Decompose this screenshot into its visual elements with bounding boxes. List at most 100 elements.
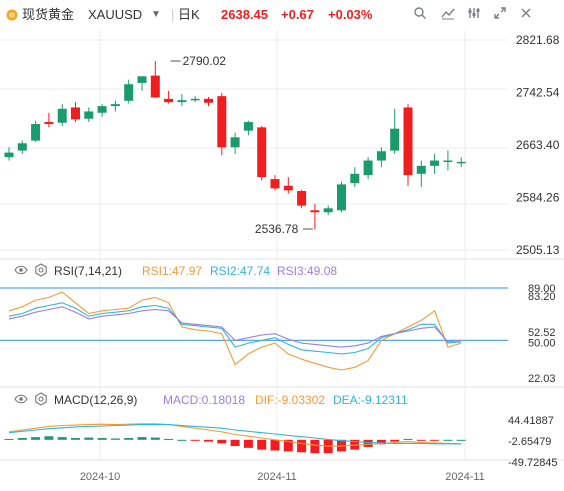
- close-icon[interactable]: [516, 6, 536, 24]
- candle-body-27: [363, 160, 373, 176]
- rsi-panel-header: RSI(7,14,21) RSI1:47.97 RSI2:47.74 RSI3:…: [14, 263, 337, 278]
- candle-body-30: [403, 107, 413, 176]
- candle-body-24: [323, 208, 333, 213]
- rsi3-line: [8, 306, 462, 348]
- candle-body-28: [376, 151, 386, 161]
- price-tick-4: 2505.13: [516, 243, 560, 257]
- candle-body-32: [430, 160, 440, 166]
- search-icon[interactable]: [410, 6, 430, 24]
- price-tick-3: 2584.26: [516, 191, 560, 205]
- macd-eye-icon[interactable]: [14, 394, 28, 404]
- macd-tick-2: -49.72845: [508, 457, 558, 469]
- macd-bar-28: [376, 439, 386, 445]
- annotation-low: 2536.78: [255, 222, 299, 236]
- macd-bar-0: [4, 438, 14, 440]
- annotation-high: 2790.02: [183, 54, 227, 68]
- separator: |: [171, 7, 175, 22]
- expand-icon[interactable]: [490, 6, 510, 24]
- time-tick-1: 2024-11: [257, 471, 297, 483]
- candle-body-8: [110, 104, 120, 107]
- candle-body-0: [4, 152, 14, 158]
- chart-header: 现货黄金 XAUUSD ▼ | 日K 2638.45 +0.67 +0.03%: [0, 0, 564, 30]
- macd-bar-5: [71, 438, 80, 440]
- candle-body-5: [71, 107, 80, 120]
- macd-bar-15: [204, 439, 213, 442]
- dea-value: DEA:-9.12311: [333, 393, 408, 407]
- candle-body-17: [230, 137, 240, 148]
- time-tick-0: 2024-10: [80, 471, 120, 483]
- period-selector[interactable]: 日K: [178, 7, 200, 22]
- macd-bar-14: [190, 439, 200, 441]
- macd-bar-27: [363, 439, 373, 447]
- macd-bar-10: [137, 437, 147, 440]
- price-change: +0.67: [281, 7, 314, 22]
- candle-body-11: [150, 75, 160, 98]
- macd-bar-12: [164, 438, 174, 440]
- candle-body-18: [243, 122, 253, 131]
- candle-body-23: [310, 210, 320, 213]
- macd-bar-34: [456, 439, 466, 441]
- time-axis: 2024-10 2024-11 2024-11: [80, 471, 485, 483]
- macd-bar-8: [110, 438, 120, 440]
- candle-body-22: [297, 191, 307, 206]
- candle-body-3: [44, 122, 54, 125]
- macd-tick-1: -2.65479: [508, 436, 551, 448]
- macd-bar-23: [310, 439, 320, 454]
- rsi-tick-4: 22.03: [528, 373, 556, 385]
- price-axis: 2821.68 2742.54 2663.40 2584.26 2505.13: [516, 33, 560, 257]
- macd-bar-30: [403, 438, 413, 440]
- macd-bar-19: [257, 439, 267, 450]
- macd-bar-13: [177, 439, 187, 441]
- macd-settings-icon[interactable]: [35, 392, 47, 406]
- macd-panel-header: MACD(12,26,9) MACD:0.18018 DIF:-9.03302 …: [14, 392, 408, 407]
- rsi-tick-2: 52.52: [528, 327, 556, 339]
- candle-body-29: [390, 128, 400, 151]
- macd-bar-1: [17, 438, 27, 440]
- candle-body-10: [137, 76, 147, 83]
- grid: [0, 30, 564, 461]
- macd-bar-32: [430, 439, 440, 441]
- rsi-tick-3: 50.00: [528, 337, 556, 349]
- candle-body-1: [17, 143, 27, 151]
- rsi-tick-0: 89.00: [528, 283, 556, 295]
- settings-icon[interactable]: [464, 6, 484, 24]
- rsi-settings-icon[interactable]: [35, 263, 47, 277]
- annotations: 2790.02 2536.78: [170, 54, 313, 236]
- gold-logo-icon: [6, 9, 18, 21]
- macd-bar-11: [150, 437, 160, 440]
- instrument-symbol[interactable]: XAUUSD: [88, 7, 143, 22]
- macd-bar-7: [97, 438, 107, 440]
- price-change-pct: +0.03%: [328, 7, 373, 22]
- macd-bar-17: [230, 439, 240, 447]
- rsi2-line: [8, 302, 462, 355]
- instrument-name: 现货黄金: [22, 7, 75, 22]
- rsi1-line: [8, 291, 462, 371]
- candle-body-13: [177, 100, 187, 103]
- macd-label: MACD(12,26,9): [54, 393, 137, 407]
- rsi1-value: RSI1:47.97: [142, 264, 202, 278]
- macd-bar-33: [443, 439, 453, 441]
- candle-body-25: [337, 184, 346, 211]
- price-tick-2: 2663.40: [516, 138, 560, 152]
- indicator-icon[interactable]: [438, 6, 458, 24]
- price-tick-0: 2821.68: [516, 33, 560, 47]
- macd-bar-18: [243, 439, 253, 448]
- macd-bar-20: [270, 439, 280, 451]
- rsi-eye-icon[interactable]: [14, 265, 28, 275]
- time-tick-2: 2024-11: [445, 471, 485, 483]
- candle-body-12: [164, 98, 174, 103]
- macd-tick-0: 44.41887: [508, 415, 554, 427]
- last-price: 2638.45: [221, 7, 268, 22]
- macd-bar-16: [217, 439, 227, 444]
- candle-body-14: [190, 98, 200, 101]
- chevron-down-icon[interactable]: ▼: [151, 9, 161, 20]
- macd-chart: 44.41887 -2.65479 -49.72845: [4, 415, 558, 469]
- rsi-tick-1: 83.20: [528, 291, 556, 303]
- macd-bar-22: [297, 439, 307, 453]
- macd-bar-6: [84, 437, 94, 440]
- candle-body-7: [97, 106, 107, 113]
- dea-line: [8, 424, 462, 445]
- rsi3-value: RSI3:49.08: [277, 264, 337, 278]
- candle-body-6: [84, 111, 94, 119]
